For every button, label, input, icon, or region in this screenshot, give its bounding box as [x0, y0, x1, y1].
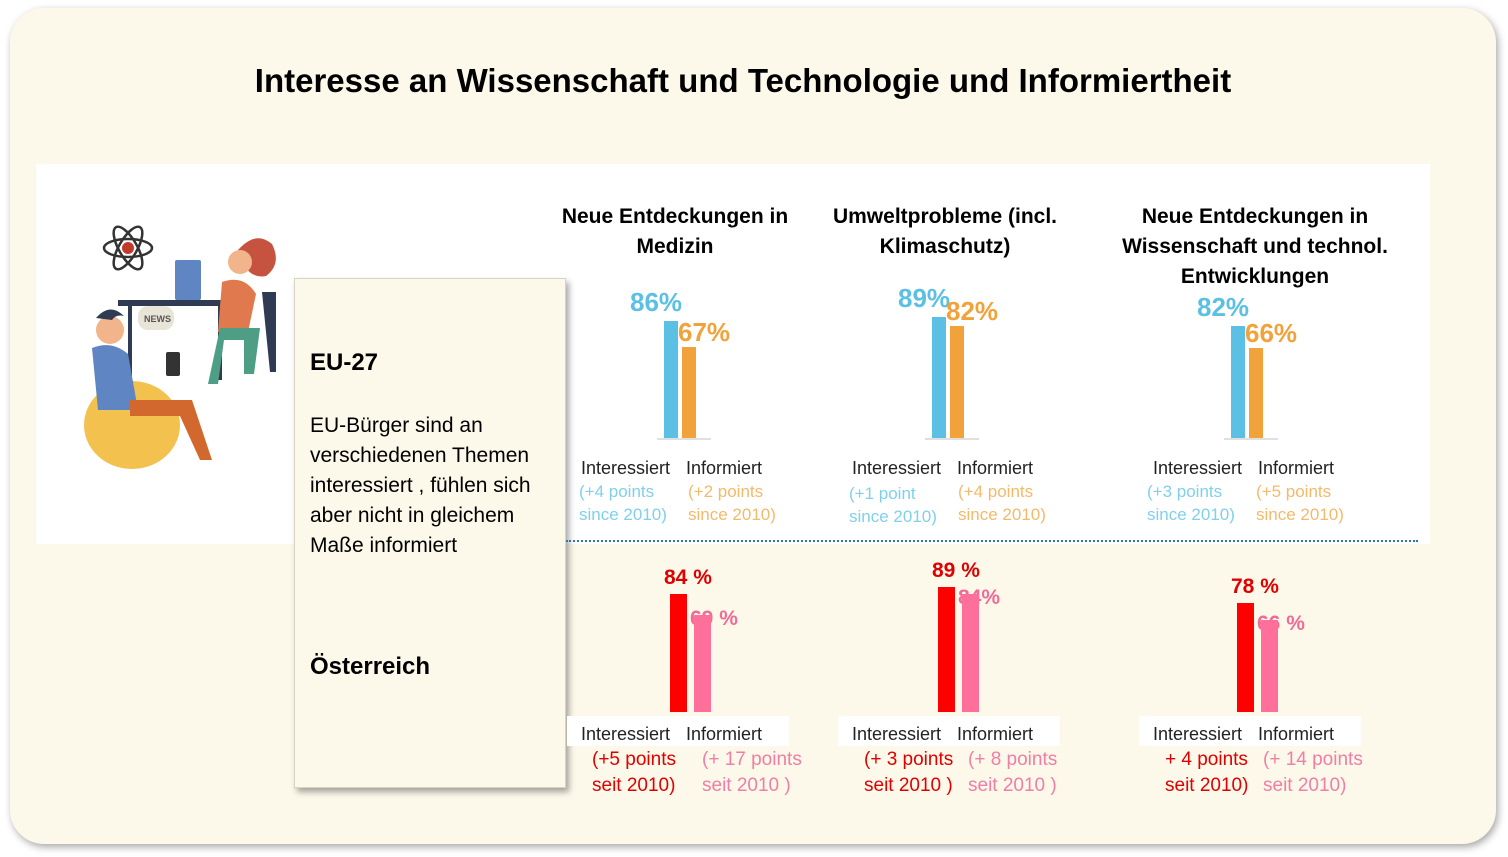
at-interested-change: + 4 points seit 2010) — [1165, 749, 1249, 796]
eu-interested-change: (+4 points since 2010) — [579, 482, 667, 524]
at-interested-bar — [938, 587, 955, 712]
label-strip — [1139, 716, 1361, 746]
legend-textbox: EU-27 EU-Bürger sind an verschiedenen Th… — [294, 278, 566, 788]
eu-interested-bar — [1231, 326, 1245, 438]
section-divider — [566, 540, 1418, 542]
category-label-interested: Interessiert — [852, 724, 942, 744]
austria-heading: Österreich — [310, 653, 431, 680]
baseline — [1224, 438, 1278, 440]
at-interested-bar — [670, 594, 687, 712]
eu-informed-label: 67% — [678, 316, 731, 347]
at-interested-bar — [1237, 602, 1254, 712]
at-interested-label: 89 % — [932, 559, 980, 583]
eu-interested-bar — [932, 316, 946, 438]
chart-title-medizin: Neue Entdeckungen in Medizin — [561, 205, 789, 258]
at-interested-change: (+ 3 points seit 2010 ) — [864, 749, 954, 796]
eu-description: EU-Bürger sind an verschiedenen Themen i… — [310, 414, 531, 557]
at-interested-label: 84 % — [664, 566, 712, 590]
svg-text:NEWS: NEWS — [144, 314, 171, 324]
category-label-interested: Interessiert — [1153, 724, 1243, 744]
category-label-informed: Informiert — [957, 458, 1034, 478]
category-label-informed: Informiert — [1258, 458, 1335, 478]
category-label-informed: Informiert — [957, 724, 1034, 744]
at-interested-label: 78 % — [1231, 574, 1279, 598]
eu-informed-bar — [950, 326, 964, 438]
eu-informed-label: 66% — [1245, 318, 1298, 349]
eu-informed-change: (+4 points since 2010) — [958, 482, 1046, 524]
baseline — [925, 438, 979, 440]
eu-informed-change: (+5 points since 2010) — [1256, 482, 1344, 524]
eu-heading: EU-27 — [310, 349, 379, 376]
at-informed-bar — [962, 594, 979, 712]
category-label-informed: Informiert — [686, 458, 763, 478]
atom-icon — [102, 225, 154, 271]
eu-interested-label: 89% — [898, 282, 951, 313]
category-label-informed: Informiert — [686, 724, 763, 744]
people-news-illustration: NEWS — [84, 225, 276, 469]
at-interested-change: (+5 points seit 2010) — [592, 749, 676, 796]
baseline — [657, 438, 711, 440]
category-label-interested: Interessiert — [1153, 458, 1243, 478]
at-informed-change: (+ 8 points seit 2010 ) — [968, 749, 1058, 796]
eu-interested-change: (+1 point since 2010) — [849, 484, 937, 526]
category-label-interested: Interessiert — [581, 458, 671, 478]
eu-interested-label: 86% — [630, 287, 683, 318]
at-informed-bar — [1261, 619, 1278, 712]
category-label-interested: Interessiert — [581, 724, 671, 744]
at-informed-bar — [694, 615, 711, 712]
slide-title: Interesse an Wissenschaft und Technologi… — [254, 62, 1232, 99]
label-strip — [567, 716, 789, 746]
category-label-informed: Informiert — [1258, 724, 1335, 744]
eu-interested-label: 82% — [1197, 292, 1250, 323]
eu-informed-bar — [1249, 348, 1263, 438]
label-strip — [838, 716, 1060, 746]
eu-interested-bar — [664, 321, 678, 438]
eu-informed-bar — [682, 346, 696, 438]
eu-informed-label: 82% — [946, 296, 999, 327]
eu-informed-change: (+2 points since 2010) — [688, 482, 776, 524]
eu-interested-change: (+3 points since 2010) — [1147, 482, 1235, 524]
chart-title-wissenschaft: Neue Entdeckungen in Wissenschaft und te… — [1122, 205, 1388, 288]
category-label-interested: Interessiert — [852, 458, 942, 478]
chart-title-umwelt: Umweltprobleme (incl. Klimaschutz) — [832, 205, 1058, 258]
at-informed-change: (+ 17 points seit 2010 ) — [702, 749, 802, 796]
at-informed-change: (+ 14 points seit 2010) — [1263, 749, 1363, 796]
